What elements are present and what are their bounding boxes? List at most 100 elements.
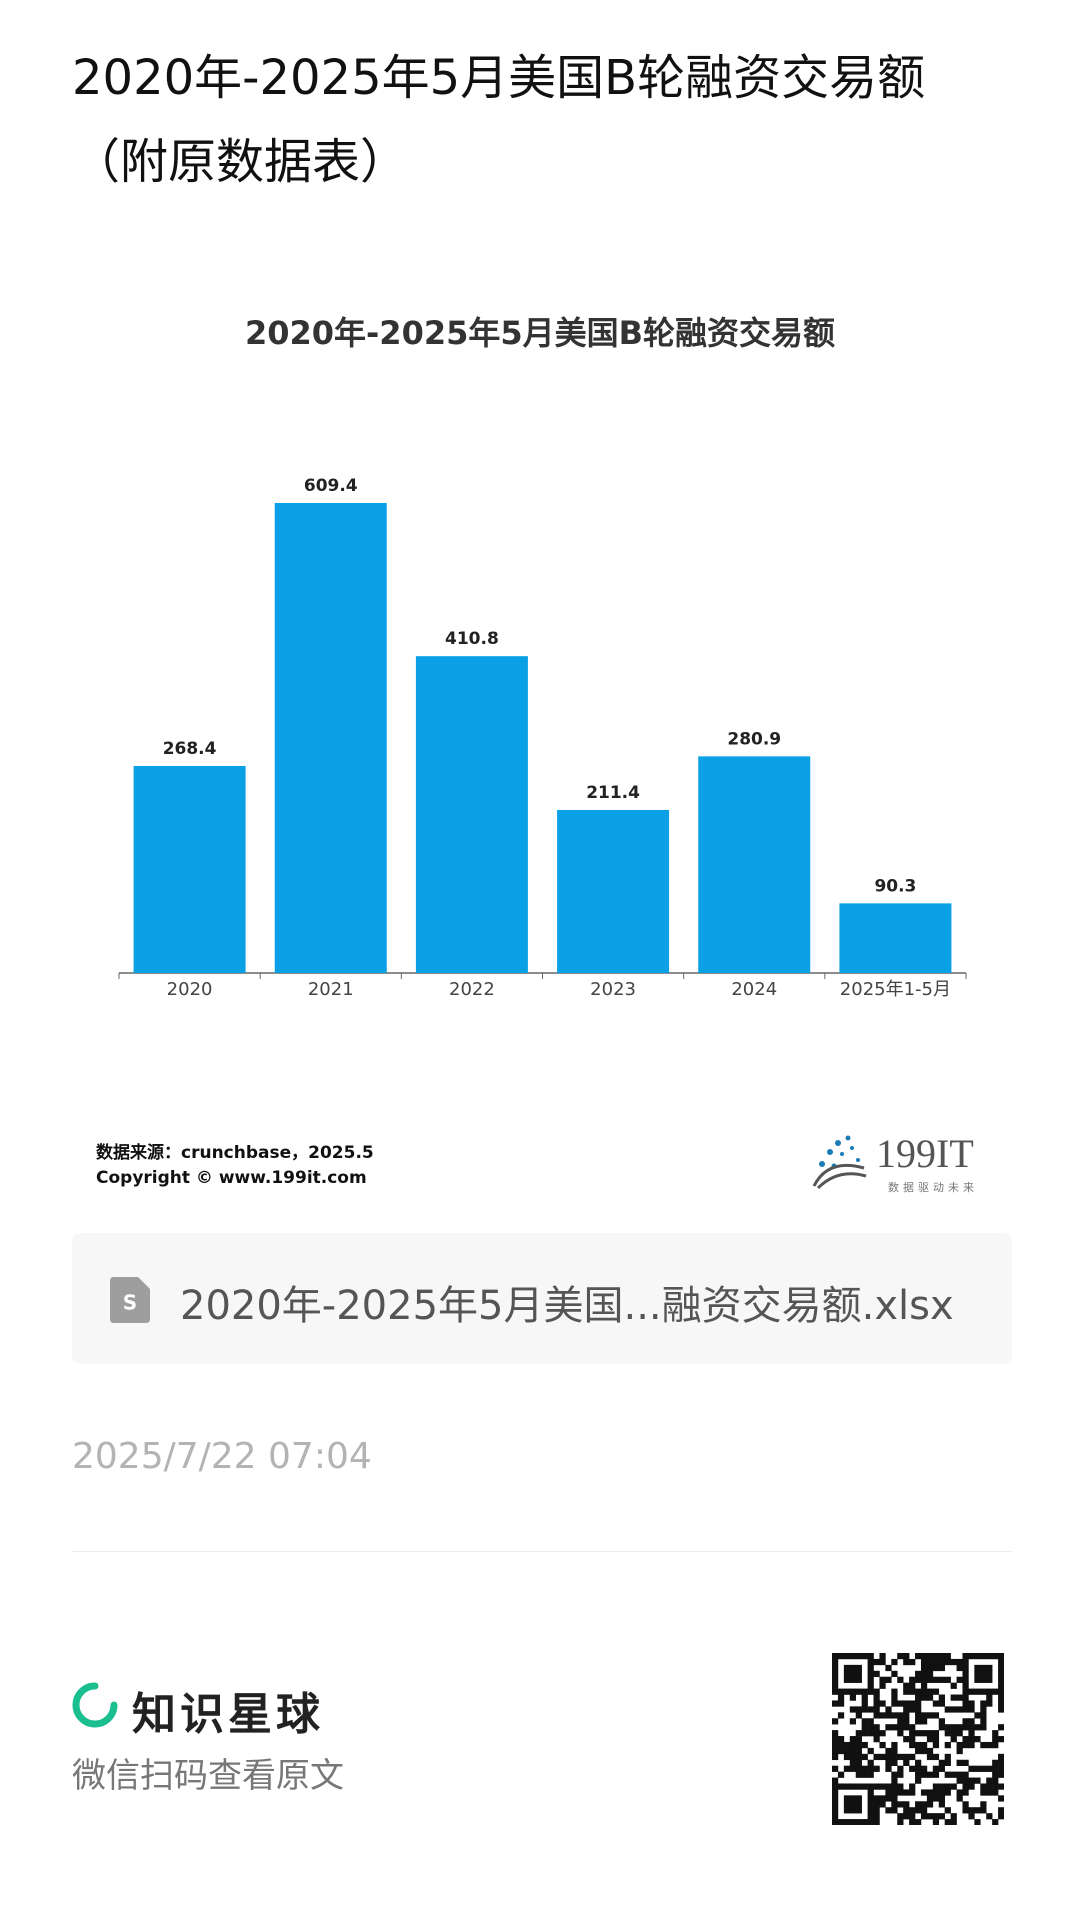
qr-module — [855, 1706, 862, 1713]
qr-module — [926, 1688, 934, 1695]
chart-title: 2020年-2025年5月美国B轮融资交易额 — [245, 314, 835, 352]
qr-module — [867, 1771, 874, 1778]
qr-module — [962, 1771, 969, 1778]
qr-module — [861, 1694, 868, 1701]
qr-module — [950, 1771, 957, 1778]
qr-module — [909, 1724, 916, 1731]
qr-module — [980, 1783, 987, 1790]
qr-module — [986, 1670, 993, 1678]
qr-module — [915, 1819, 922, 1825]
qr-module — [843, 1819, 851, 1825]
qr-module — [932, 1765, 940, 1772]
qr-module — [938, 1700, 945, 1707]
qr-module — [897, 1712, 904, 1719]
qr-module — [992, 1741, 999, 1749]
qr-module — [915, 1765, 922, 1772]
qr-module — [986, 1765, 993, 1772]
qr-module — [849, 1694, 857, 1701]
qr-module — [909, 1700, 916, 1707]
qr-code[interactable] — [832, 1653, 1004, 1825]
x-tick-label: 2025年1-5月 — [840, 979, 951, 1000]
qr-module — [855, 1759, 862, 1766]
data-label: 410.8 — [445, 629, 499, 649]
qr-module — [944, 1724, 951, 1731]
qr-module — [992, 1759, 999, 1766]
qr-module — [861, 1730, 868, 1737]
qr-module — [879, 1658, 886, 1666]
qr-module — [920, 1670, 928, 1678]
qr-module — [849, 1670, 857, 1678]
footer-caption: 微信扫码查看原文 — [72, 1756, 344, 1796]
qr-module — [968, 1730, 975, 1737]
qr-module — [962, 1653, 969, 1660]
qr-module — [974, 1688, 981, 1695]
qr-module — [998, 1688, 1004, 1695]
qr-module — [920, 1688, 928, 1695]
qr-module — [903, 1718, 910, 1725]
qr-module — [891, 1700, 898, 1707]
bar — [133, 765, 246, 973]
qr-module — [885, 1706, 892, 1713]
qr-module — [861, 1771, 868, 1778]
qr-module — [932, 1736, 940, 1743]
qr-module — [920, 1771, 928, 1778]
divider — [72, 1551, 1012, 1552]
qr-module — [992, 1819, 999, 1825]
qr-module — [903, 1807, 910, 1814]
qr-module — [920, 1789, 928, 1796]
qr-module — [915, 1700, 922, 1707]
qr-module — [897, 1753, 904, 1761]
qr-module — [909, 1682, 916, 1689]
qr-module — [944, 1730, 951, 1737]
qr-module — [879, 1653, 886, 1660]
qr-module — [968, 1736, 975, 1743]
qr-module — [849, 1736, 857, 1743]
bar — [557, 809, 670, 973]
qr-module — [903, 1736, 910, 1743]
qr-module — [962, 1777, 969, 1784]
qr-module — [891, 1712, 898, 1719]
qr-module — [909, 1741, 916, 1749]
qr-module — [873, 1795, 880, 1802]
qr-module — [867, 1653, 874, 1660]
qr-module — [915, 1706, 922, 1713]
qr-module — [897, 1789, 904, 1796]
qr-module — [956, 1795, 963, 1802]
bar — [698, 756, 811, 973]
qr-module — [915, 1730, 922, 1737]
qr-module — [855, 1741, 862, 1749]
qr-module — [855, 1819, 862, 1825]
qr-module — [832, 1688, 839, 1695]
qr-module — [909, 1706, 916, 1713]
qr-module — [915, 1718, 922, 1725]
qr-module — [926, 1712, 934, 1719]
qr-module — [962, 1688, 969, 1695]
qr-module — [998, 1736, 1004, 1743]
qr-module — [885, 1789, 892, 1796]
qr-module — [867, 1819, 874, 1825]
qr-module — [873, 1706, 880, 1713]
qr-module — [956, 1730, 963, 1737]
qr-module — [980, 1765, 987, 1772]
qr-module — [956, 1664, 963, 1672]
qr-module — [885, 1676, 892, 1683]
qr-module — [915, 1801, 922, 1808]
qr-module — [849, 1747, 857, 1755]
qr-module — [897, 1819, 904, 1825]
qr-module — [915, 1777, 922, 1784]
qr-module — [938, 1653, 945, 1660]
qr-module — [944, 1653, 951, 1660]
qr-module — [968, 1783, 975, 1790]
qr-module — [849, 1801, 857, 1808]
attachment-card[interactable]: S 2020年-2025年5月美国...融资交易额.xlsx — [72, 1233, 1012, 1364]
qr-module — [885, 1664, 892, 1672]
qr-module — [897, 1718, 904, 1725]
qr-module — [867, 1730, 874, 1737]
qr-module — [843, 1753, 851, 1761]
qr-module — [962, 1676, 969, 1683]
qr-module — [849, 1783, 857, 1790]
qr-module — [903, 1653, 910, 1660]
qr-module — [849, 1706, 857, 1713]
qr-module — [885, 1765, 892, 1772]
